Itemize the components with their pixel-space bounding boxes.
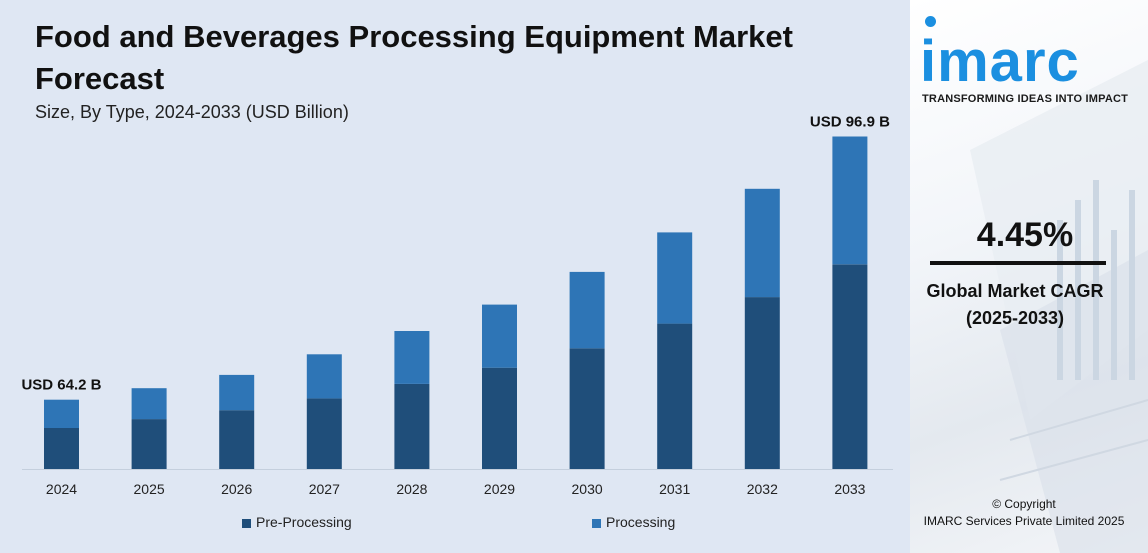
chart-title: Food and Beverages Processing Equipment … [35,19,793,96]
cagr-divider [930,261,1106,265]
bar-processing-2031 [657,232,693,324]
bar-processing-2029 [482,304,517,368]
bar-pre-processing-2033 [832,264,868,469]
data-label-2033: USD 96.9 B [810,114,890,131]
copyright-line2: IMARC Services Private Limited 2025 [923,514,1125,528]
bar-processing-2032 [744,188,780,298]
imarc-logo: imarc [920,29,1080,94]
bar-pre-processing-2024 [44,428,79,469]
x-tick-label-2031: 2031 [659,481,690,497]
legend-item-pre-processing: Pre-Processing [242,514,352,530]
bar-pre-processing-2032 [744,297,780,469]
cagr-label-line2: (2025-2033) [965,308,1065,328]
bar-chart: 2024 2025 2026 2027 2028 2029 2030 2031 2032 2033… [21,114,893,497]
x-tick-label-2028: 2028 [396,481,427,497]
chart-subtitle: Size, By Type, 2024-2033 (USD Billion) [35,102,349,122]
bar-pre-processing-2028 [394,383,430,469]
bar-processing-2027 [306,354,342,399]
cagr-label-line1: Global Market CAGR [926,281,1104,301]
legend-swatch-pre-processing [242,518,251,528]
side-panel: imarc TRANSFORMING IDEAS INTO IMPACT 4.4… [910,0,1148,553]
brand-tagline: TRANSFORMING IDEAS INTO IMPACT [922,93,1129,105]
cagr-value: 4.45% [976,216,1074,254]
legend-swatch-processing [592,518,601,528]
copyright-line1: © Copyright [992,497,1056,511]
bar-pre-processing-2029 [482,367,517,469]
copyright: © Copyright IMARC Services Private Limit… [910,496,1138,530]
bar-pre-processing-2027 [306,398,342,469]
bar-pre-processing-2030 [569,348,605,469]
legend-item-processing: Processing [592,514,675,530]
bar-processing-2024 [44,399,79,428]
x-tick-label-2029: 2029 [484,481,515,497]
bar-pre-processing-2031 [657,323,693,469]
x-tick-label-2024: 2024 [46,481,77,497]
bar-processing-2030 [569,271,605,349]
bar-pre-processing-2026 [219,410,255,469]
x-tick-label-2027: 2027 [309,481,340,497]
bar-processing-2033 [832,136,868,265]
bar-processing-2028 [394,331,430,384]
x-tick-label-2025: 2025 [134,481,165,497]
legend-label-pre-processing: Pre-Processing [256,514,352,530]
bar-processing-2025 [131,388,167,420]
logo-dot [925,16,936,27]
bar-pre-processing-2025 [131,419,167,469]
x-tick-label-2033: 2033 [834,481,865,497]
legend-label-processing: Processing [606,514,676,530]
data-label-2024: USD 64.2 B [21,377,101,394]
bar-processing-2026 [219,374,255,411]
background-graphic [970,60,1148,553]
chart-panel: Food and Beverages Processing Equipment … [0,0,910,553]
cagr-label: Global Market CAGR (2025-2033) [910,278,1120,332]
x-tick-label-2026: 2026 [221,481,252,497]
x-tick-label-2030: 2030 [572,481,603,497]
x-tick-label-2032: 2032 [747,481,778,497]
